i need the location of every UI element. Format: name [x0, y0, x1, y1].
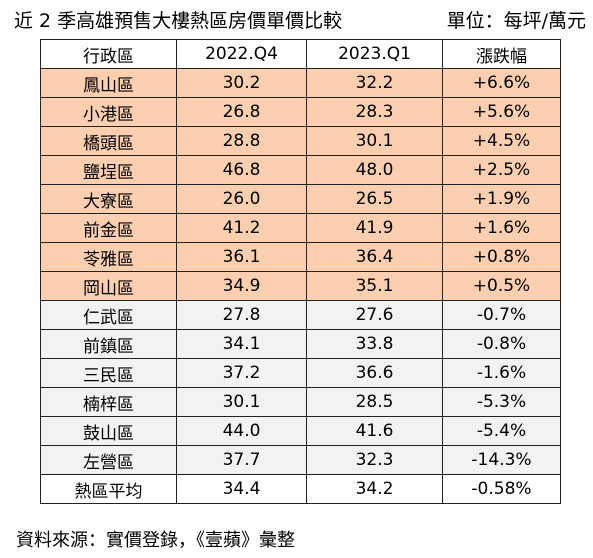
value-2023q1-cell: 30.1: [306, 126, 443, 156]
value-2023q1-cell: 36.4: [306, 242, 443, 272]
district-cell: 苓雅區: [40, 242, 177, 272]
value-2023q1-cell: 33.8: [306, 329, 443, 359]
change-cell: +1.6%: [442, 213, 561, 243]
table-row: 鹽埕區 46.8 48.0 +2.5%: [40, 155, 561, 185]
value-2022q4-cell: 30.1: [176, 387, 307, 417]
value-2022q4-cell: 27.8: [176, 300, 307, 330]
change-cell: -0.8%: [442, 329, 561, 359]
district-cell: 楠梓區: [40, 387, 177, 417]
value-2023q1-cell: 28.3: [306, 97, 443, 127]
table-row: 岡山區 34.9 35.1 +0.5%: [40, 271, 561, 301]
district-cell: 岡山區: [40, 271, 177, 301]
table-row: 橋頭區 28.8 30.1 +4.5%: [40, 126, 561, 156]
table-row: 左營區 37.7 32.3 -14.3%: [40, 445, 561, 475]
average-2022q4: 34.4: [176, 474, 307, 504]
value-2023q1-cell: 48.0: [306, 155, 443, 185]
source-note: 資料來源：實價登錄，《壹蘋》彙整: [16, 530, 295, 551]
value-2022q4-cell: 26.8: [176, 97, 307, 127]
value-2022q4-cell: 36.1: [176, 242, 307, 272]
value-2023q1-cell: 41.9: [306, 213, 443, 243]
value-2022q4-cell: 34.1: [176, 329, 307, 359]
table-row: 鼓山區 44.0 41.6 -5.4%: [40, 416, 561, 446]
value-2023q1-cell: 32.2: [306, 68, 443, 98]
column-header-change: 漲跌幅: [442, 39, 561, 69]
district-cell: 前鎮區: [40, 329, 177, 359]
change-cell: -0.7%: [442, 300, 561, 330]
average-change: -0.58%: [442, 474, 561, 504]
page-title: 近 2 季高雄預售大樓熱區房價單價比較: [14, 10, 343, 32]
value-2022q4-cell: 46.8: [176, 155, 307, 185]
value-2023q1-cell: 35.1: [306, 271, 443, 301]
price-comparison-table: 行政區 2022.Q4 2023.Q1 漲跌幅 鳳山區 30.2 32.2 +6.6%…: [40, 39, 561, 504]
change-cell: +5.6%: [442, 97, 561, 127]
value-2023q1-cell: 27.6: [306, 300, 443, 330]
average-label: 熱區平均: [40, 474, 177, 504]
average-2023q1: 34.2: [306, 474, 443, 504]
table-row: 楠梓區 30.1 28.5 -5.3%: [40, 387, 561, 417]
district-cell: 大寮區: [40, 184, 177, 214]
change-cell: +4.5%: [442, 126, 561, 156]
value-2022q4-cell: 37.2: [176, 358, 307, 388]
change-cell: +1.9%: [442, 184, 561, 214]
change-cell: -5.3%: [442, 387, 561, 417]
table-row: 鳳山區 30.2 32.2 +6.6%: [40, 68, 561, 98]
column-header-2022q4: 2022.Q4: [176, 39, 307, 69]
value-2023q1-cell: 36.6: [306, 358, 443, 388]
change-cell: +0.5%: [442, 271, 561, 301]
value-2022q4-cell: 30.2: [176, 68, 307, 98]
table-header-row: 行政區 2022.Q4 2023.Q1 漲跌幅: [40, 39, 561, 69]
title-row: 近 2 季高雄預售大樓熱區房價單價比較 單位：每坪/萬元: [14, 6, 586, 36]
table-row: 大寮區 26.0 26.5 +1.9%: [40, 184, 561, 214]
change-cell: -14.3%: [442, 445, 561, 475]
table-row: 仁武區 27.8 27.6 -0.7%: [40, 300, 561, 330]
district-cell: 左營區: [40, 445, 177, 475]
value-2023q1-cell: 28.5: [306, 387, 443, 417]
change-cell: +2.5%: [442, 155, 561, 185]
value-2022q4-cell: 37.7: [176, 445, 307, 475]
table-row: 前金區 41.2 41.9 +1.6%: [40, 213, 561, 243]
district-cell: 橋頭區: [40, 126, 177, 156]
district-cell: 三民區: [40, 358, 177, 388]
value-2022q4-cell: 28.8: [176, 126, 307, 156]
change-cell: -1.6%: [442, 358, 561, 388]
column-header-district: 行政區: [40, 39, 177, 69]
district-cell: 鳳山區: [40, 68, 177, 98]
district-cell: 鹽埕區: [40, 155, 177, 185]
district-cell: 鼓山區: [40, 416, 177, 446]
value-2022q4-cell: 41.2: [176, 213, 307, 243]
change-cell: -5.4%: [442, 416, 561, 446]
district-cell: 前金區: [40, 213, 177, 243]
column-header-2023q1: 2023.Q1: [306, 39, 443, 69]
table-row: 苓雅區 36.1 36.4 +0.8%: [40, 242, 561, 272]
value-2022q4-cell: 26.0: [176, 184, 307, 214]
change-cell: +6.6%: [442, 68, 561, 98]
change-cell: +0.8%: [442, 242, 561, 272]
table-body: 鳳山區 30.2 32.2 +6.6% 小港區 26.8 28.3 +5.6% 橋頭區 28.8 3…: [40, 68, 561, 475]
table-row: 前鎮區 34.1 33.8 -0.8%: [40, 329, 561, 359]
value-2023q1-cell: 41.6: [306, 416, 443, 446]
value-2023q1-cell: 32.3: [306, 445, 443, 475]
district-cell: 仁武區: [40, 300, 177, 330]
unit-label: 單位：每坪/萬元: [446, 10, 586, 32]
table-row: 小港區 26.8 28.3 +5.6%: [40, 97, 561, 127]
average-row: 熱區平均 34.4 34.2 -0.58%: [40, 474, 561, 504]
value-2023q1-cell: 26.5: [306, 184, 443, 214]
value-2022q4-cell: 44.0: [176, 416, 307, 446]
value-2022q4-cell: 34.9: [176, 271, 307, 301]
table-row: 三民區 37.2 36.6 -1.6%: [40, 358, 561, 388]
district-cell: 小港區: [40, 97, 177, 127]
